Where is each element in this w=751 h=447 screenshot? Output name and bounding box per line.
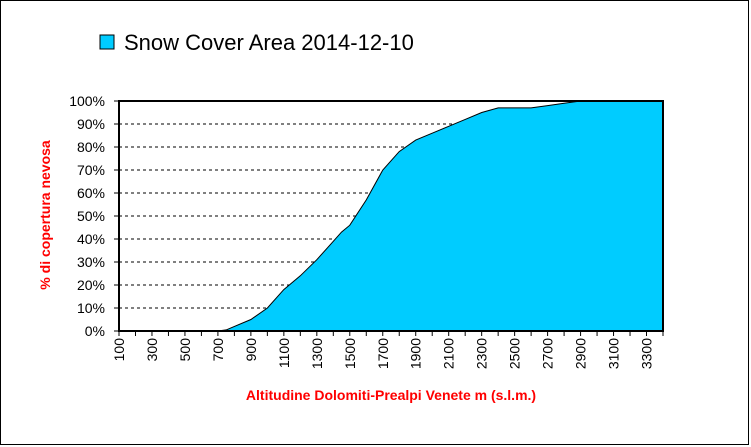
x-tick-label: 1900: [408, 338, 424, 369]
x-tick-label: 100: [111, 338, 127, 362]
y-tick-label: 60%: [77, 185, 105, 201]
y-tick-label: 10%: [77, 300, 105, 316]
y-tick-label: 70%: [77, 162, 105, 178]
x-tick-label: 3100: [606, 338, 622, 369]
x-axis-title: Altitudine Dolomiti-Prealpi Venete m (s.…: [246, 387, 536, 403]
x-tick-labels: 100 300 500 700 900 1100 1300 1500 1700 1900 2100 2…: [111, 331, 664, 369]
y-tick-label: 40%: [77, 231, 105, 247]
x-tick-label: 2300: [474, 338, 490, 369]
y-tick-label: 20%: [77, 277, 105, 293]
x-tick-label: 1500: [342, 338, 358, 369]
x-tick-label: 700: [210, 338, 226, 362]
y-tick-labels: 0% 10% 20% 30% 40% 50% 60% 70% 80% 90% 100%: [69, 93, 119, 339]
y-tick-label: 30%: [77, 254, 105, 270]
y-tick-label: 80%: [77, 139, 105, 155]
y-tick-label: 90%: [77, 116, 105, 132]
area-series: [119, 100, 664, 332]
area-layer: [119, 100, 664, 332]
x-tick-label: 900: [243, 338, 259, 362]
y-tick-label: 100%: [69, 93, 105, 109]
legend-label: Snow Cover Area 2014-12-10: [124, 30, 414, 55]
x-tick-label: 3300: [639, 338, 655, 369]
x-tick-label: 300: [144, 338, 160, 362]
x-tick-label: 2500: [507, 338, 523, 369]
x-tick-label: 500: [177, 338, 193, 362]
x-tick-label: 1700: [375, 338, 391, 369]
x-tick-label: 2900: [573, 338, 589, 369]
y-tick-label: 50%: [77, 208, 105, 224]
y-tick-label: 0%: [85, 323, 105, 339]
legend-swatch: [99, 34, 115, 50]
x-tick-label: 1100: [276, 338, 292, 368]
x-tick-label: 1300: [309, 338, 325, 369]
y-axis-title: % di copertura nevosa: [37, 140, 53, 290]
x-tick-label: 2700: [540, 338, 556, 369]
x-tick-label: 2100: [441, 338, 457, 369]
